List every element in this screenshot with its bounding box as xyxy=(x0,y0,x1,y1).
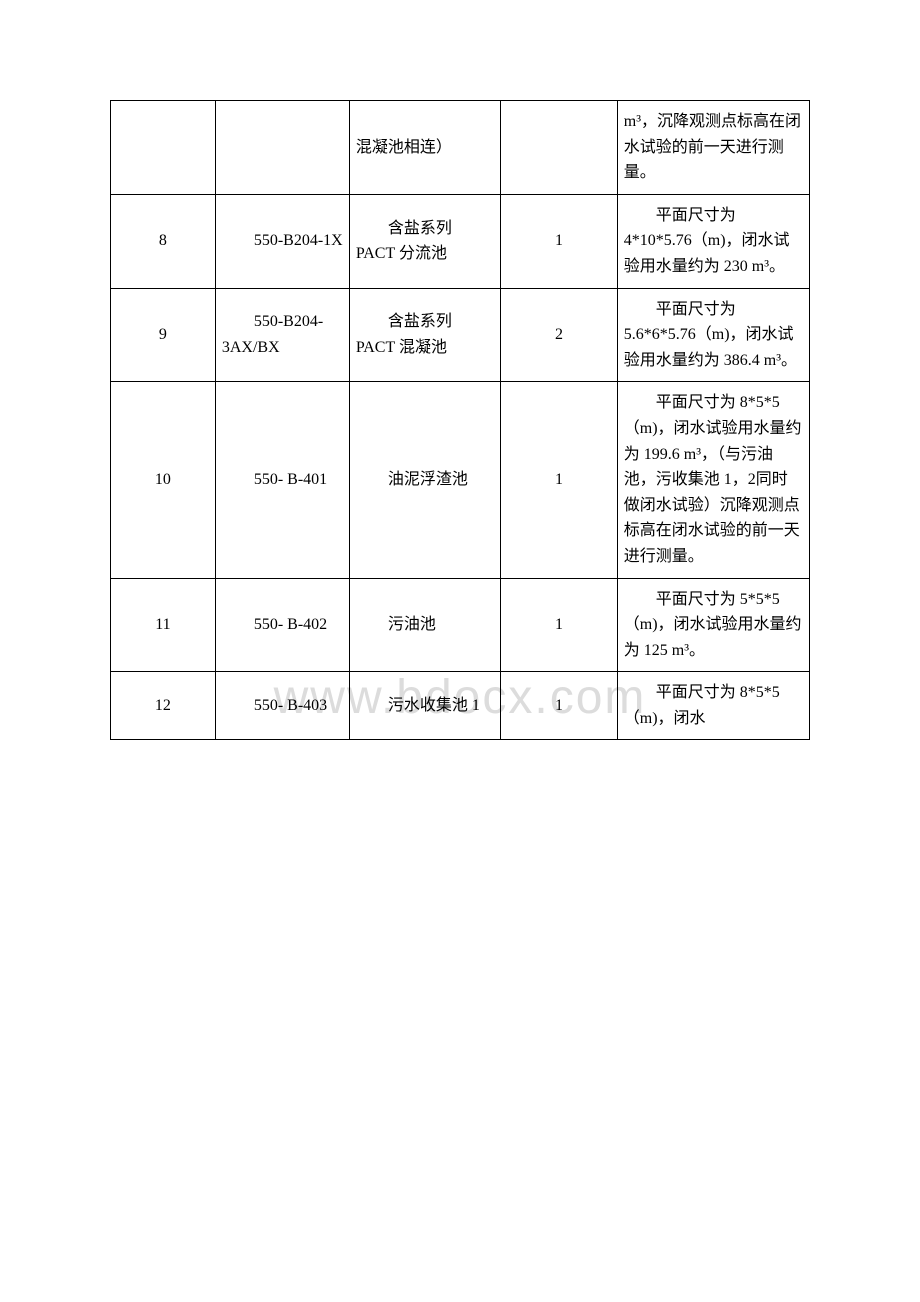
cell-qty xyxy=(501,101,618,195)
cell-seq: 11 xyxy=(111,578,216,672)
cell-code: 550- B-402 xyxy=(215,578,349,672)
cell-qty: 1 xyxy=(501,672,618,740)
table-row: 混凝池相连） m³，沉降观测点标高在闭水试验的前一天进行测量。 xyxy=(111,101,810,195)
cell-name: 混凝池相连） xyxy=(349,101,500,195)
cell-name: 污水收集池 1 xyxy=(349,672,500,740)
cell-remark: 平面尺寸为 5*5*5（m)，闭水试验用水量约为 125 m³。 xyxy=(617,578,809,672)
cell-name: 含盐系列 PACT 分流池 xyxy=(349,194,500,288)
cell-qty: 2 xyxy=(501,288,618,382)
data-table-container: 混凝池相连） m³，沉降观测点标高在闭水试验的前一天进行测量。 8 550-B2… xyxy=(110,100,810,740)
cell-code: 550- B-403 xyxy=(215,672,349,740)
cell-code: 550-B204-1X xyxy=(215,194,349,288)
cell-remark: 平面尺寸为 8*5*5（m)，闭水 xyxy=(617,672,809,740)
cell-seq xyxy=(111,101,216,195)
table-row: 11 550- B-402 污油池 1 平面尺寸为 5*5*5（m)，闭水试验用… xyxy=(111,578,810,672)
cell-name: 污油池 xyxy=(349,578,500,672)
cell-seq: 12 xyxy=(111,672,216,740)
cell-code: 550- B-401 xyxy=(215,382,349,578)
cell-seq: 10 xyxy=(111,382,216,578)
table-row: 12 550- B-403 污水收集池 1 1 平面尺寸为 8*5*5（m)，闭… xyxy=(111,672,810,740)
table-row: 9 550-B204-3AX/BX 含盐系列 PACT 混凝池 2 平面尺寸为5… xyxy=(111,288,810,382)
cell-qty: 1 xyxy=(501,382,618,578)
cell-remark: 平面尺寸为 8*5*5（m)，闭水试验用水量约为 199.6 m³，（与污油池，… xyxy=(617,382,809,578)
cell-name: 油泥浮渣池 xyxy=(349,382,500,578)
cell-qty: 1 xyxy=(501,578,618,672)
cell-name: 含盐系列 PACT 混凝池 xyxy=(349,288,500,382)
table-row: 8 550-B204-1X 含盐系列 PACT 分流池 1 平面尺寸为4*10*… xyxy=(111,194,810,288)
cell-remark: 平面尺寸为4*10*5.76（m)，闭水试验用水量约为 230 m³。 xyxy=(617,194,809,288)
cell-code xyxy=(215,101,349,195)
data-table: 混凝池相连） m³，沉降观测点标高在闭水试验的前一天进行测量。 8 550-B2… xyxy=(110,100,810,740)
cell-code: 550-B204-3AX/BX xyxy=(215,288,349,382)
cell-qty: 1 xyxy=(501,194,618,288)
cell-seq: 8 xyxy=(111,194,216,288)
table-row: 10 550- B-401 油泥浮渣池 1 平面尺寸为 8*5*5（m)，闭水试… xyxy=(111,382,810,578)
cell-remark: m³，沉降观测点标高在闭水试验的前一天进行测量。 xyxy=(617,101,809,195)
cell-remark: 平面尺寸为5.6*6*5.76（m)，闭水试验用水量约为 386.4 m³。 xyxy=(617,288,809,382)
cell-seq: 9 xyxy=(111,288,216,382)
